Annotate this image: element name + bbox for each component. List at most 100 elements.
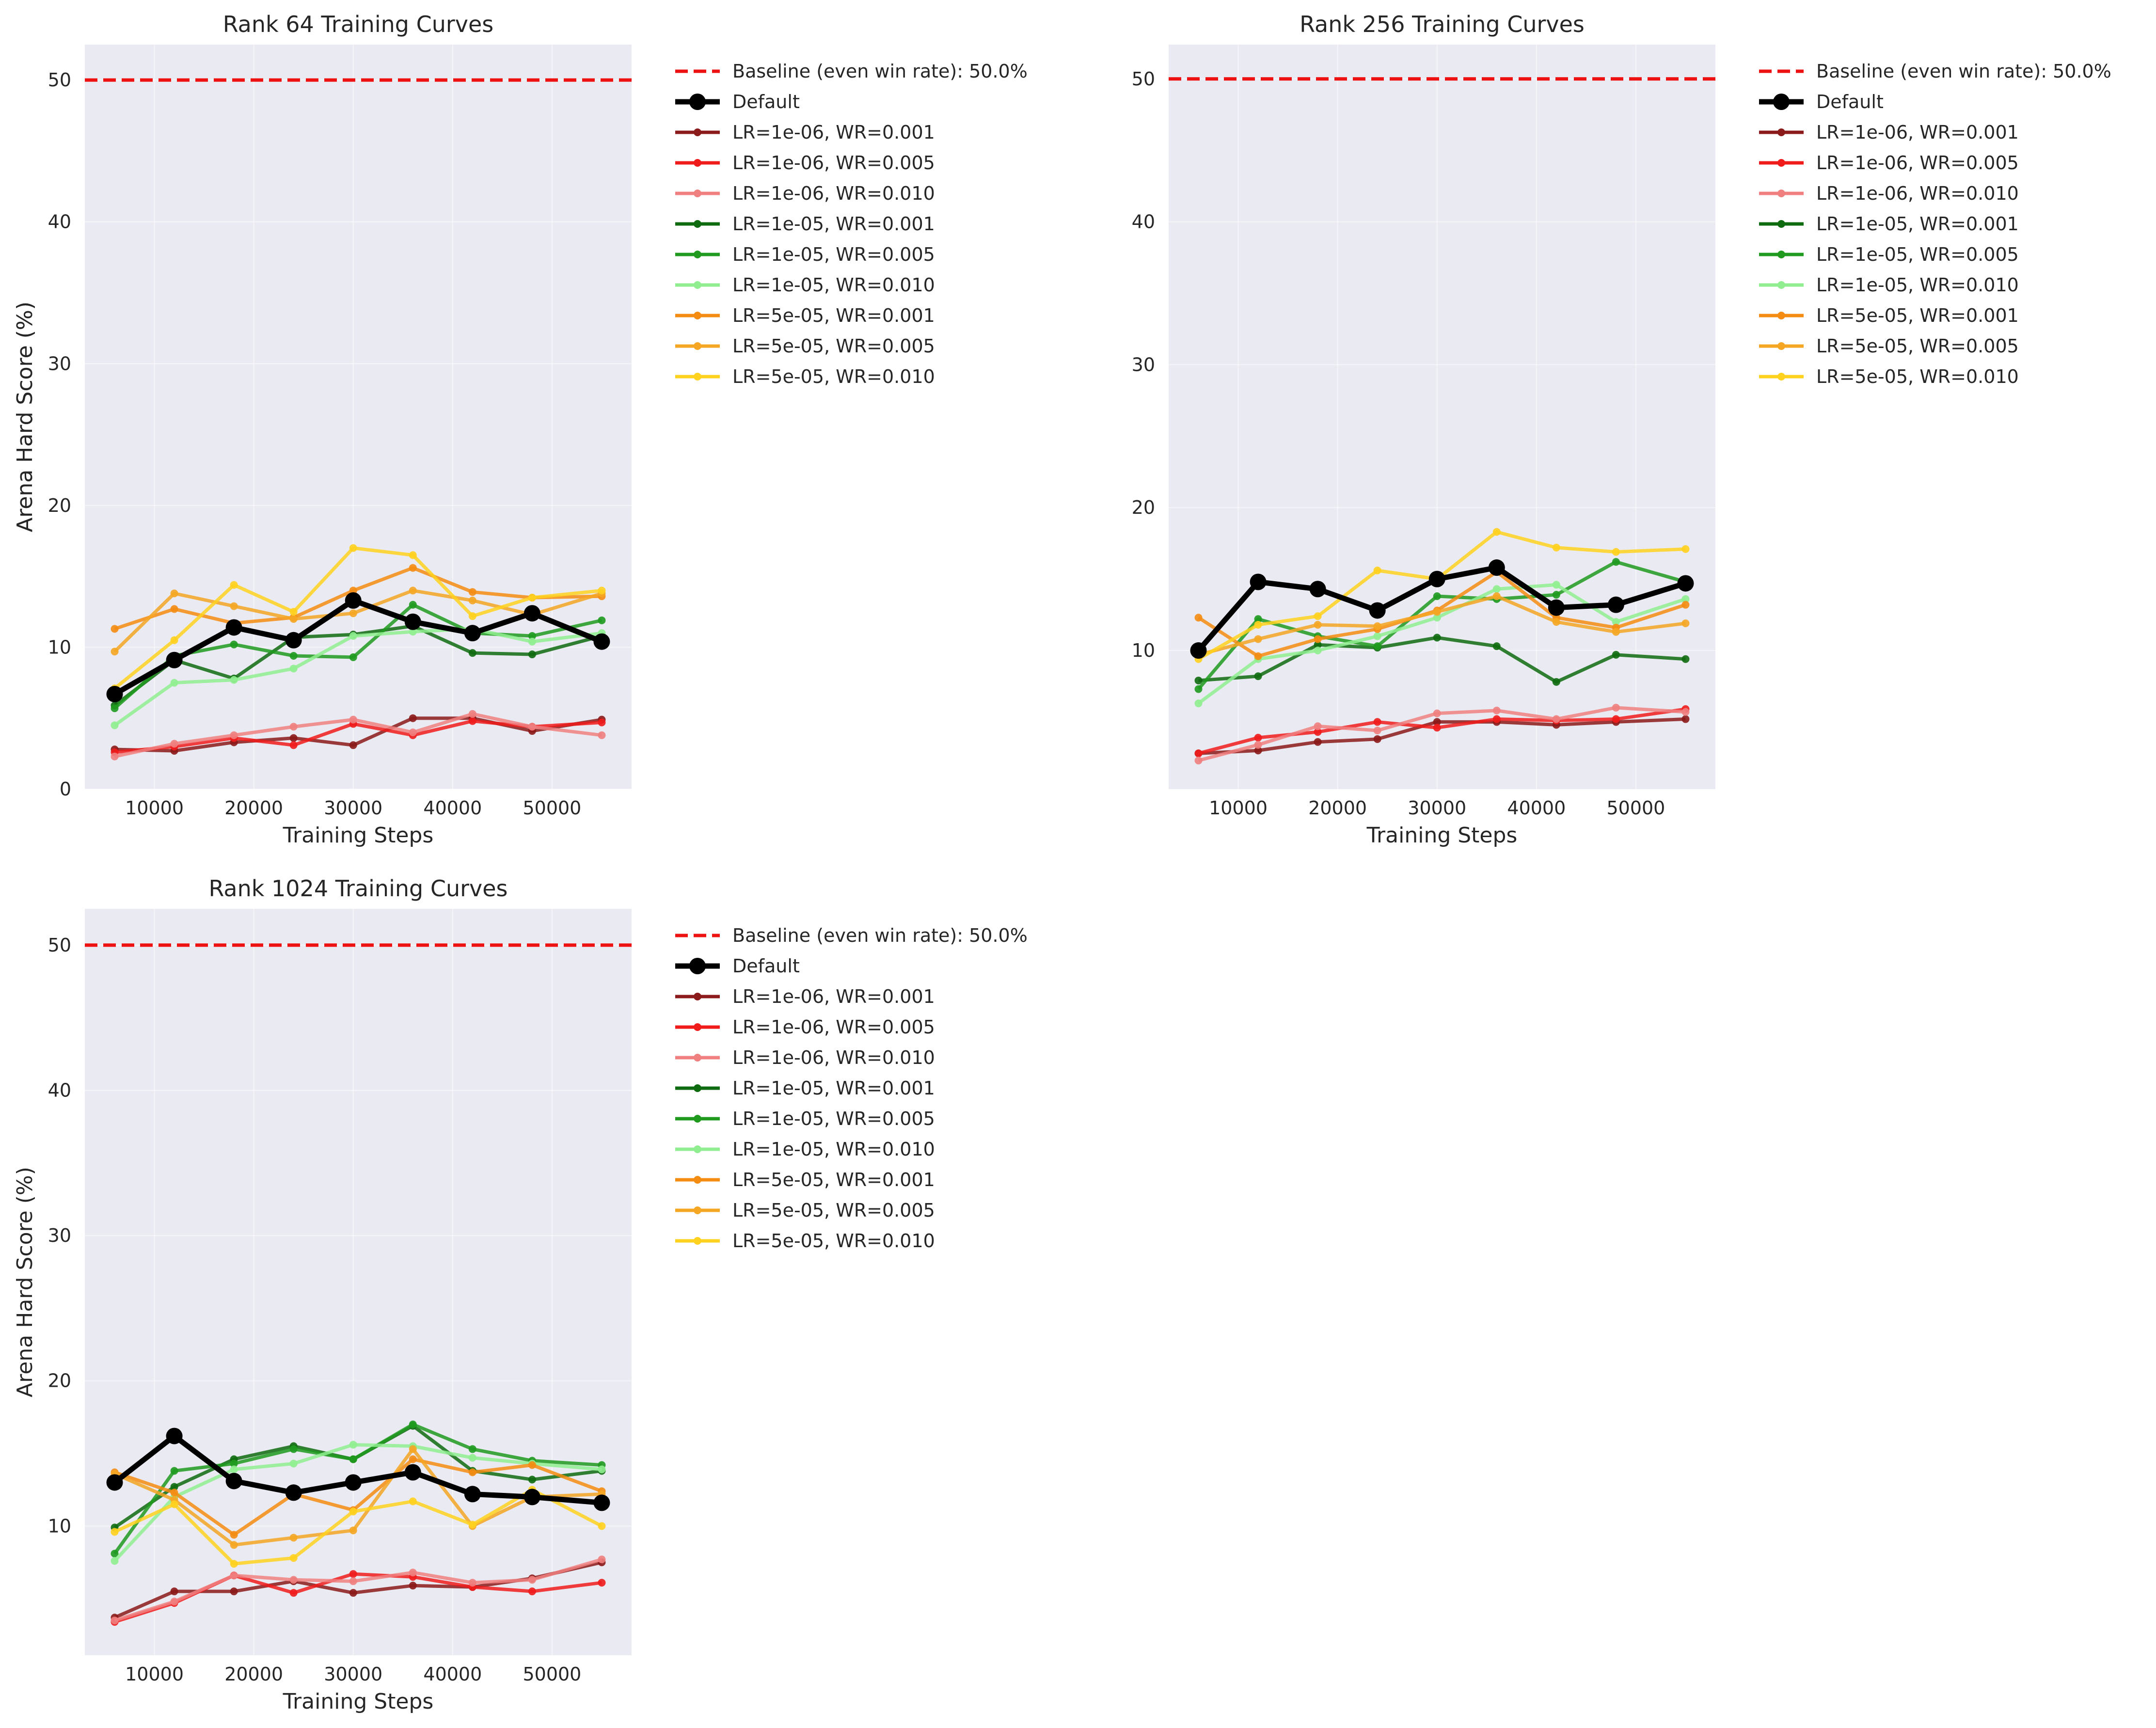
legend-item: Default	[675, 955, 800, 977]
data-point	[1254, 733, 1262, 742]
y-tick-label: 30	[48, 353, 71, 374]
x-axis-label: Training Steps	[283, 823, 434, 848]
data-point	[468, 1445, 476, 1453]
y-tick-label: 50	[1132, 68, 1155, 90]
data-point	[1373, 622, 1381, 630]
data-point	[170, 589, 178, 598]
data-point	[289, 1554, 298, 1562]
x-tick-label: 20000	[1308, 797, 1367, 819]
data-point	[528, 1587, 536, 1596]
data-point	[409, 1569, 417, 1577]
data-point	[1428, 571, 1445, 587]
legend-item: LR=1e-06, WR=0.005	[675, 152, 935, 174]
x-tick-label: 10000	[125, 797, 184, 819]
legend-label: LR=1e-06, WR=0.005	[732, 152, 935, 174]
data-point	[1681, 715, 1690, 723]
data-point	[528, 1461, 536, 1469]
legend-marker	[694, 281, 701, 289]
data-point	[593, 1494, 610, 1511]
data-point	[1314, 635, 1322, 643]
legend-marker	[1777, 128, 1785, 136]
data-point	[170, 1598, 178, 1606]
legend-marker	[694, 1054, 701, 1062]
data-point	[1492, 592, 1501, 600]
data-point	[598, 1465, 606, 1474]
x-tick-label: 40000	[423, 1664, 482, 1685]
legend-marker	[694, 1237, 701, 1245]
data-point	[349, 1455, 357, 1463]
data-point	[106, 685, 123, 702]
legend-item: LR=1e-06, WR=0.001	[1759, 122, 2019, 143]
legend-item: LR=1e-05, WR=0.001	[1759, 213, 2019, 235]
data-point	[1254, 615, 1262, 623]
x-axis-label: Training Steps	[283, 1689, 434, 1714]
legend-label: LR=5e-05, WR=0.001	[732, 1169, 935, 1190]
data-point	[528, 650, 536, 659]
x-tick-label: 50000	[523, 797, 581, 819]
chart-panel-2: 10000 20000 30000 40000 50000 10 20 30 40 50 Rank …	[13, 11, 2111, 848]
legend-label: Baseline (even win rate): 50.0%	[732, 925, 1028, 946]
x-axis-label: Training Steps	[1366, 823, 1518, 848]
legend-item: LR=5e-05, WR=0.001	[675, 1169, 935, 1190]
data-point	[225, 1473, 242, 1490]
data-point	[1492, 528, 1501, 536]
legend-marker	[1777, 190, 1785, 197]
data-point	[598, 587, 606, 595]
data-point	[1314, 722, 1322, 730]
data-point	[598, 616, 606, 624]
y-axis-label: Arena Hard Score (%)	[13, 301, 37, 532]
data-point	[1681, 545, 1690, 553]
data-point	[170, 1483, 178, 1491]
data-point	[409, 1455, 417, 1463]
legend-label: LR=1e-05, WR=0.001	[1816, 213, 2019, 235]
data-point	[1194, 749, 1203, 758]
data-point	[1194, 614, 1203, 622]
legend: Baseline (even win rate): 50.0% Default LR…	[675, 61, 1028, 387]
data-point	[1373, 718, 1381, 726]
data-point	[1492, 706, 1501, 714]
data-point	[409, 714, 417, 722]
data-point	[1194, 685, 1203, 693]
y-axis-label: Arena Hard Score (%)	[13, 1167, 37, 1397]
data-point	[1254, 620, 1262, 629]
data-point	[1190, 642, 1207, 659]
legend-marker	[1777, 373, 1785, 380]
plot-area	[85, 909, 632, 1655]
data-point	[289, 665, 298, 673]
data-point	[1488, 559, 1505, 576]
legend-label: LR=1e-05, WR=0.001	[732, 1078, 935, 1099]
legend-marker	[694, 1206, 701, 1214]
x-tick-label: 30000	[324, 1664, 382, 1685]
data-point	[1433, 724, 1441, 732]
data-point	[593, 633, 610, 650]
data-point	[1677, 575, 1694, 592]
data-point	[468, 1521, 476, 1529]
data-point	[230, 1571, 238, 1580]
data-point	[289, 1534, 298, 1542]
data-point	[1612, 618, 1620, 626]
data-point	[289, 1576, 298, 1584]
y-tick-label: 40	[1132, 211, 1155, 233]
data-point	[409, 551, 417, 559]
data-point	[1612, 703, 1620, 712]
chart-panel-3: 10000 20000 30000 40000 50000 10 20 30 40 50 Rank …	[13, 875, 1028, 1714]
data-point	[106, 1474, 123, 1491]
legend-item: LR=1e-05, WR=0.010	[675, 274, 935, 296]
data-point	[1681, 619, 1690, 628]
data-point	[409, 601, 417, 609]
data-point	[349, 741, 357, 749]
series-0	[106, 592, 610, 702]
data-point	[1612, 715, 1620, 723]
legend-item: Default	[1759, 91, 1884, 112]
data-point	[1612, 650, 1620, 659]
data-point	[285, 1484, 302, 1501]
data-point	[289, 723, 298, 731]
legend-label: Default	[732, 955, 800, 977]
data-point	[1373, 727, 1381, 735]
legend-marker	[694, 993, 701, 1000]
y-tick-label: 10	[48, 1515, 71, 1537]
legend-item: LR=5e-05, WR=0.005	[675, 335, 935, 357]
data-point	[345, 1474, 362, 1491]
legend-label: LR=5e-05, WR=0.010	[732, 1230, 935, 1252]
